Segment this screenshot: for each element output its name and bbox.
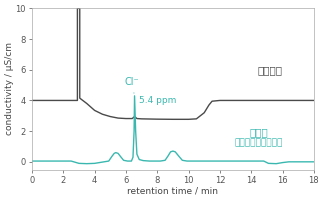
Text: 中和後: 中和後	[250, 128, 268, 138]
X-axis label: retention time / min: retention time / min	[127, 186, 218, 195]
Text: Cl⁻: Cl⁻	[124, 77, 139, 93]
Y-axis label: conductivity / μS/cm: conductivity / μS/cm	[5, 42, 14, 135]
Text: 5.4 ppm: 5.4 ppm	[139, 96, 177, 105]
Text: （インライン中和）: （インライン中和）	[235, 138, 283, 147]
Text: 直接注入: 直接注入	[258, 65, 283, 75]
